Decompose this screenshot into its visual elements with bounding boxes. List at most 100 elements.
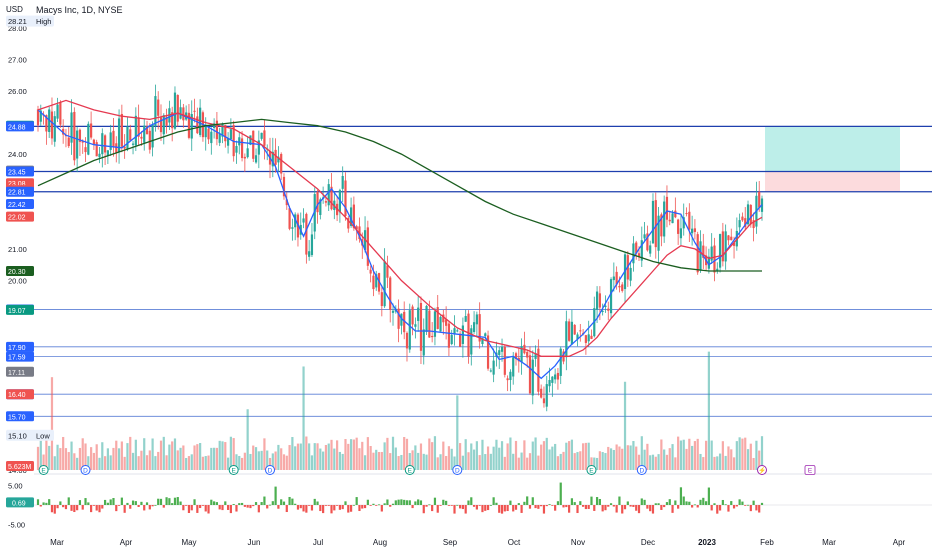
oscillator-bar — [470, 497, 473, 505]
volume-bar — [587, 442, 590, 470]
candle-body — [746, 204, 750, 225]
oscillator-bar — [517, 503, 520, 505]
candle-body — [176, 94, 179, 122]
oscillator-bar — [604, 505, 607, 511]
oscillator-bar — [562, 505, 565, 508]
candle-body — [741, 216, 744, 221]
candle-body — [123, 146, 126, 149]
candle-body — [643, 234, 646, 239]
volume-bar — [322, 451, 325, 470]
volume-bar — [459, 443, 462, 470]
oscillator-bar — [302, 505, 305, 512]
oscillator-bar — [674, 500, 677, 505]
volume-bar — [271, 453, 274, 470]
oscillator-bar — [70, 505, 73, 511]
time-axis-label: Sep — [443, 538, 458, 547]
oscillator-bar — [621, 505, 624, 514]
volume-bar — [120, 441, 123, 470]
volume-bar — [101, 442, 104, 470]
candle-body — [405, 332, 409, 349]
volume-bar — [157, 451, 160, 470]
volume-bar — [537, 455, 540, 470]
candle-body — [752, 220, 755, 229]
volume-bar — [668, 448, 671, 470]
price-tag — [6, 266, 34, 277]
horizontal-lines — [34, 125, 932, 417]
oscillator-bar — [738, 499, 741, 505]
volume-bar — [143, 438, 146, 470]
candle-body — [95, 142, 98, 157]
candle-body — [131, 143, 135, 145]
volume-bar — [635, 446, 638, 470]
candle-body — [512, 357, 515, 377]
candle-body — [433, 311, 437, 337]
oscillator-bar — [702, 497, 705, 505]
oscillator-bar — [137, 505, 140, 507]
oscillator-bar — [145, 502, 149, 505]
oscillator-bar — [380, 505, 383, 512]
oscillator-bar — [313, 498, 316, 505]
oscillator-bar — [333, 505, 336, 511]
oscillator-bar — [115, 505, 118, 512]
volume-bar — [691, 445, 694, 470]
oscillator-bar — [576, 505, 579, 514]
volume-bar — [671, 444, 674, 470]
volume-bar — [590, 457, 593, 470]
currency-label: USD — [6, 5, 23, 14]
time-axis-label: Nov — [571, 538, 585, 547]
candle-body — [414, 324, 417, 327]
candle-body — [143, 125, 146, 143]
volume-bar — [333, 448, 336, 470]
oscillator-bar — [171, 503, 174, 505]
volume-bar — [294, 446, 297, 470]
oscillator-bar — [607, 505, 610, 507]
oscillator-bar — [159, 498, 163, 505]
candle-body — [134, 115, 137, 146]
volume-bar — [207, 455, 210, 470]
candle-body — [721, 231, 724, 262]
moving-average-line — [37, 109, 763, 380]
candle-body — [713, 245, 716, 273]
volume-bar — [562, 451, 565, 470]
volume-bar — [526, 457, 529, 470]
volume-bar — [154, 456, 157, 470]
volume-bar — [601, 452, 604, 470]
candle-body — [621, 284, 624, 291]
oscillator-bar — [663, 505, 666, 508]
candle-body — [470, 328, 473, 355]
oscillator-bar — [464, 505, 467, 514]
oscillator-bar — [165, 497, 168, 505]
candle-body — [391, 310, 395, 313]
oscillator-bar — [665, 502, 669, 505]
oscillator-bar — [235, 505, 238, 512]
oscillator-bar — [238, 503, 241, 505]
time-axis-label: May — [181, 538, 196, 547]
oscillator-bar — [95, 505, 98, 511]
candle-body — [503, 346, 506, 375]
volume-bar — [629, 445, 632, 470]
oscillator-bar — [252, 505, 255, 507]
candle-body — [151, 124, 154, 148]
oscillator-tick-label: 5.00 — [8, 482, 23, 491]
oscillator-bar — [626, 501, 629, 505]
candle-body — [154, 96, 157, 126]
oscillator-bar — [442, 499, 445, 505]
oscillator-bar — [724, 504, 727, 506]
oscillator-bar — [609, 503, 613, 505]
candle-body — [456, 330, 459, 332]
oscillator-bar — [570, 498, 574, 505]
price-tag-label: 5.623M — [8, 464, 32, 471]
candle-body — [344, 180, 347, 216]
volume-bar — [593, 457, 596, 470]
candle-body — [646, 233, 649, 251]
oscillator-bar — [643, 499, 646, 505]
oscillator-bar — [120, 497, 123, 505]
oscillator-bar — [677, 505, 680, 509]
candle-body — [693, 228, 697, 232]
price-tag-label: 16.40 — [8, 392, 26, 399]
volume-bar — [542, 441, 546, 470]
oscillator-bar — [101, 505, 104, 509]
candle-body — [210, 131, 213, 144]
volume-bar — [637, 454, 641, 470]
